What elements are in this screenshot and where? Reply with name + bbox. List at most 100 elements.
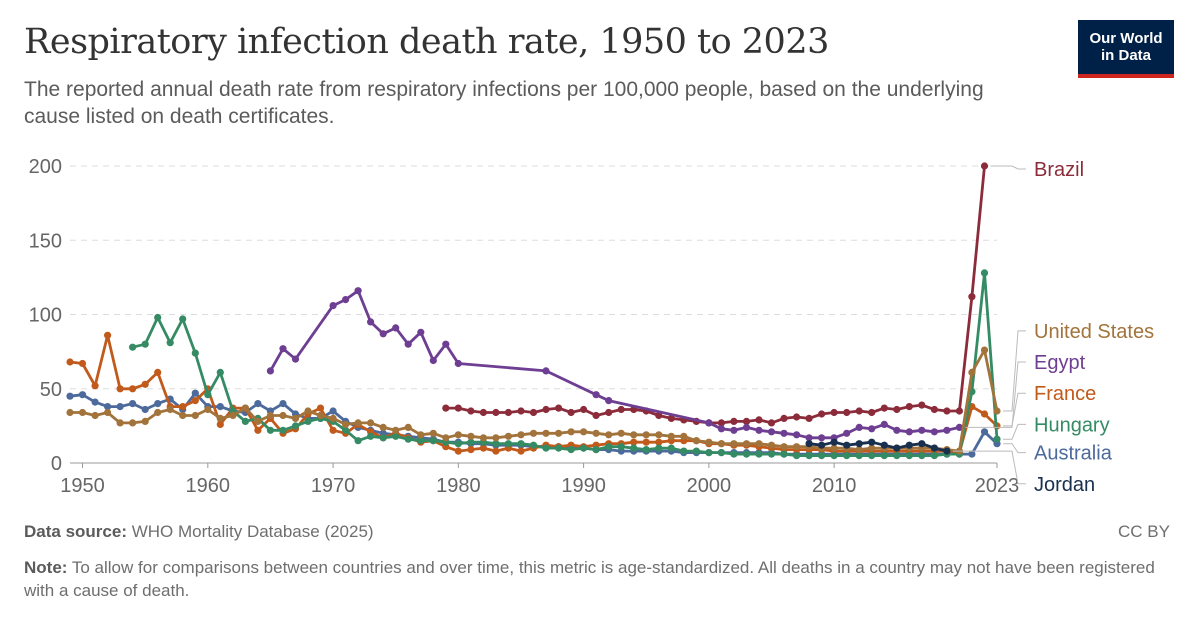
data-point bbox=[329, 426, 337, 434]
series-label: France bbox=[1034, 383, 1096, 405]
series-line bbox=[269, 289, 961, 440]
y-tick-label: 100 bbox=[29, 305, 62, 327]
data-point bbox=[905, 428, 913, 436]
y-tick-label: 150 bbox=[29, 230, 62, 252]
x-tick-label: 1980 bbox=[436, 475, 481, 497]
data-point bbox=[830, 408, 838, 417]
data-point bbox=[755, 416, 763, 424]
data-point bbox=[492, 408, 500, 417]
series-label: Hungary bbox=[1034, 414, 1110, 436]
data-point bbox=[692, 437, 701, 445]
data-point bbox=[667, 432, 675, 440]
data-point bbox=[492, 447, 500, 455]
data-point bbox=[179, 315, 187, 323]
data-point bbox=[479, 444, 487, 452]
data-point bbox=[993, 435, 1001, 443]
data-point bbox=[642, 438, 650, 446]
data-point bbox=[880, 404, 888, 412]
data-point bbox=[855, 423, 863, 431]
data-point bbox=[191, 389, 199, 397]
data-point bbox=[605, 443, 613, 451]
data-point bbox=[204, 405, 212, 414]
data-point bbox=[717, 425, 726, 433]
x-tick-label: 1960 bbox=[186, 475, 231, 497]
data-point bbox=[893, 452, 901, 460]
data-point bbox=[793, 431, 801, 439]
data-point bbox=[818, 410, 826, 418]
label-connector bbox=[1003, 443, 1026, 454]
logo-line-2: in Data bbox=[1100, 47, 1151, 64]
data-point bbox=[529, 408, 538, 417]
data-point bbox=[492, 440, 500, 448]
data-point bbox=[805, 440, 813, 448]
x-tick-label: 1990 bbox=[561, 475, 606, 497]
data-point bbox=[592, 411, 600, 420]
data-point bbox=[141, 405, 149, 414]
series-egypt bbox=[266, 287, 964, 442]
series-lines bbox=[66, 162, 1001, 460]
data-point bbox=[955, 423, 964, 431]
data-point bbox=[580, 428, 588, 436]
chart-subtitle: The reported annual death rate from resp… bbox=[24, 78, 984, 128]
data-point bbox=[630, 444, 638, 452]
data-point bbox=[868, 408, 876, 417]
series-label: Egypt bbox=[1034, 352, 1086, 374]
data-point bbox=[216, 420, 224, 428]
series-hungary bbox=[129, 269, 1001, 460]
data-point bbox=[930, 444, 939, 452]
data-point bbox=[655, 431, 663, 439]
owid-logo[interactable]: Our World in Data bbox=[1078, 20, 1174, 78]
data-point bbox=[918, 452, 926, 460]
data-point bbox=[429, 356, 437, 365]
data-point bbox=[529, 441, 538, 449]
data-point bbox=[454, 359, 462, 368]
data-point bbox=[767, 450, 776, 458]
data-point bbox=[241, 417, 249, 425]
data-source: Data source: WHO Mortality Database (202… bbox=[24, 522, 374, 542]
data-point bbox=[868, 444, 876, 452]
data-point bbox=[116, 419, 124, 427]
source-text[interactable]: WHO Mortality Database (2025) bbox=[131, 522, 374, 541]
data-point bbox=[166, 339, 174, 347]
data-point bbox=[504, 440, 512, 448]
data-point bbox=[793, 413, 801, 421]
data-point bbox=[830, 438, 838, 446]
series-label: United States bbox=[1034, 321, 1154, 343]
data-point bbox=[580, 444, 588, 452]
data-point bbox=[705, 438, 713, 446]
data-point bbox=[329, 407, 337, 415]
data-point bbox=[943, 447, 951, 455]
data-point bbox=[266, 367, 274, 375]
data-point bbox=[868, 452, 876, 460]
data-point bbox=[454, 447, 462, 455]
data-point bbox=[129, 385, 137, 393]
data-point bbox=[116, 385, 124, 393]
data-point bbox=[104, 331, 112, 339]
data-point bbox=[843, 452, 851, 460]
note-text: To allow for comparisons between countri… bbox=[24, 558, 1155, 600]
data-point bbox=[304, 417, 312, 425]
data-point bbox=[592, 429, 600, 437]
data-point bbox=[191, 411, 199, 420]
data-point bbox=[642, 446, 650, 454]
data-point bbox=[755, 450, 763, 458]
license[interactable]: CC BY bbox=[1118, 522, 1170, 541]
data-point bbox=[880, 441, 888, 449]
data-point bbox=[555, 429, 563, 437]
data-point bbox=[968, 450, 976, 458]
data-point bbox=[968, 293, 976, 301]
data-point bbox=[843, 441, 851, 449]
data-point bbox=[454, 431, 462, 439]
data-point bbox=[216, 403, 224, 411]
data-point bbox=[417, 328, 425, 336]
x-tick-label: 2000 bbox=[687, 475, 732, 497]
data-point bbox=[542, 367, 550, 375]
data-point bbox=[905, 452, 913, 460]
data-point bbox=[342, 420, 350, 428]
data-point bbox=[993, 407, 1001, 415]
data-point bbox=[141, 380, 149, 388]
data-point bbox=[542, 429, 550, 437]
data-point bbox=[580, 405, 588, 414]
data-point bbox=[855, 446, 863, 454]
data-point bbox=[216, 414, 224, 422]
